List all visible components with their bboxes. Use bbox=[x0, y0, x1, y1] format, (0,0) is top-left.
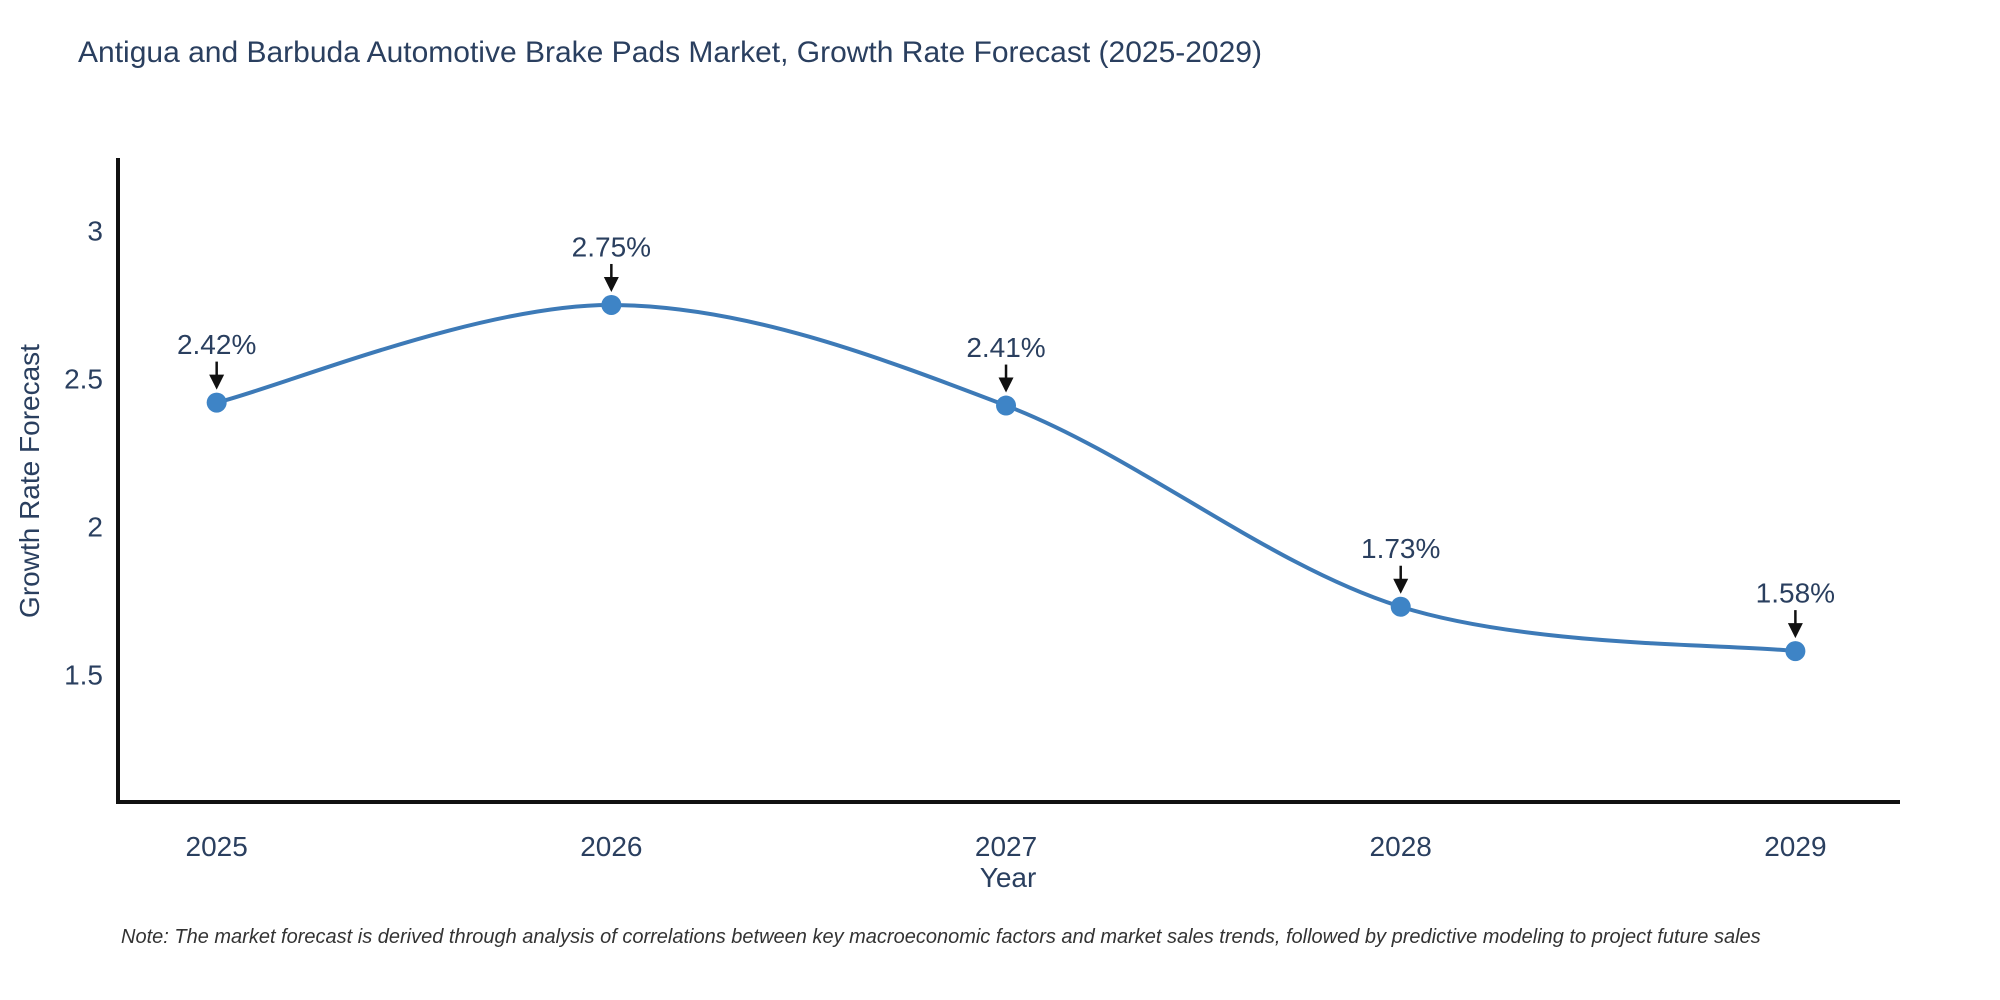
annotation-label-2026: 2.75% bbox=[572, 231, 651, 262]
annotation-arrowhead-2026 bbox=[603, 276, 619, 292]
data-point-2029[interactable] bbox=[1785, 641, 1806, 662]
annotation-label-2027: 2.41% bbox=[966, 332, 1045, 363]
footnote: Note: The market forecast is derived thr… bbox=[121, 926, 1761, 948]
x-tick-label-2027: 2027 bbox=[975, 831, 1037, 862]
x-tick-label-2029: 2029 bbox=[1764, 831, 1826, 862]
x-tick-label-2028: 2028 bbox=[1370, 831, 1432, 862]
y-tick-label-2: 2 bbox=[87, 511, 103, 542]
y-tick-label-2.5: 2.5 bbox=[64, 363, 103, 394]
annotation-label-2025: 2.42% bbox=[177, 329, 256, 360]
data-point-2026[interactable] bbox=[601, 294, 622, 315]
annotation-arrowhead-2029 bbox=[1787, 623, 1803, 639]
data-point-2028[interactable] bbox=[1390, 596, 1411, 617]
data-point-2027[interactable] bbox=[996, 395, 1017, 416]
annotation-label-2029: 1.58% bbox=[1756, 578, 1835, 609]
x-tick-label-2025: 2025 bbox=[186, 831, 248, 862]
annotation-arrowhead-2027 bbox=[998, 377, 1014, 393]
data-point-2025[interactable] bbox=[206, 392, 227, 413]
x-axis-title: Year bbox=[979, 862, 1037, 893]
x-tick-label-2026: 2026 bbox=[580, 831, 642, 862]
annotation-arrowhead-2025 bbox=[209, 374, 225, 390]
annotation-label-2028: 1.73% bbox=[1361, 533, 1440, 564]
annotation-arrowhead-2028 bbox=[1393, 578, 1409, 594]
y-tick-label-1.5: 1.5 bbox=[64, 659, 103, 690]
y-tick-label-3: 3 bbox=[87, 216, 103, 247]
chart-title: Antigua and Barbuda Automotive Brake Pad… bbox=[78, 36, 1262, 69]
